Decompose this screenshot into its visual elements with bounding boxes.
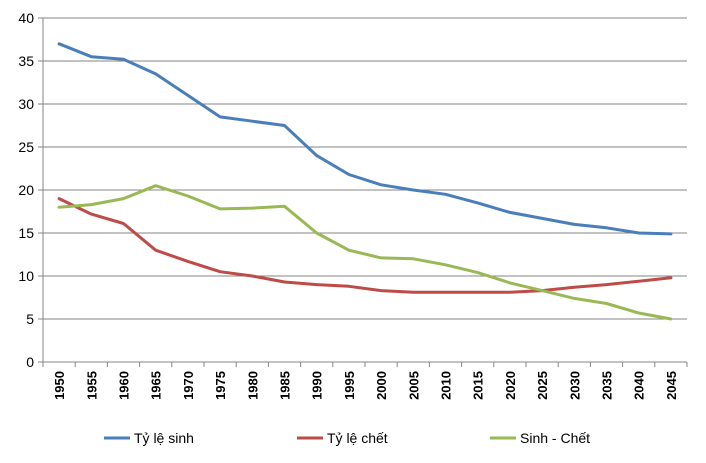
x-tick-label: 2030: [567, 371, 582, 400]
legend-item: Tỷ lệ chết: [297, 430, 388, 446]
gridlines: [43, 17, 687, 320]
legend-item: Tỷ lệ sinh: [104, 430, 194, 446]
y-tick-label: 20: [18, 182, 34, 198]
x-tick-label: 2025: [535, 371, 550, 400]
x-tick-label: 2005: [406, 371, 421, 400]
y-tick-label: 40: [18, 10, 34, 26]
y-tick-label: 35: [18, 53, 34, 69]
x-tick-label: 1955: [84, 371, 99, 400]
y-tick-label: 25: [18, 139, 34, 155]
x-tick-label: 1960: [117, 371, 132, 400]
series-line: [57, 184, 673, 321]
x-tick-label: 2045: [664, 371, 679, 400]
y-tick-label: 0: [26, 354, 34, 370]
y-tick-label: 10: [18, 268, 34, 284]
x-tick-label: 1995: [342, 371, 357, 400]
x-tick-label: 2035: [600, 371, 615, 400]
x-tick-label: 1990: [310, 371, 325, 400]
x-tick-label: 1985: [278, 371, 293, 400]
x-tick-label: 2000: [374, 371, 389, 400]
x-tick-labels: 1950 1955 1960 1965 1970 1975 1980 1985 1990 1995…: [52, 371, 679, 400]
x-tick-label: 1970: [181, 371, 196, 400]
x-tick-label: 2020: [503, 371, 518, 400]
legend-item: Sinh - Chết: [490, 430, 590, 446]
x-tick-label: 1975: [213, 371, 228, 400]
y-tick-label: 15: [18, 225, 34, 241]
y-tick-label: 30: [18, 96, 34, 112]
legend-label: Sinh - Chết: [520, 430, 590, 446]
x-tick-label: 1950: [52, 371, 67, 400]
y-tick-labels: 0 5 10 15 20 25 30 35 40: [18, 10, 34, 370]
x-tick-label: 2010: [439, 371, 454, 400]
y-tick-label: 5: [26, 311, 34, 327]
x-tick-label: 2040: [632, 371, 647, 400]
series-line: [57, 197, 673, 294]
axes: [38, 17, 688, 367]
x-tick-label: 2015: [471, 371, 486, 400]
x-tick-label: 1965: [149, 371, 164, 400]
legend-label: Tỷ lệ chết: [327, 430, 388, 446]
legend: Tỷ lệ sinh Tỷ lệ chết Sinh - Chết: [104, 430, 590, 446]
legend-label: Tỷ lệ sinh: [134, 430, 194, 446]
series-line: [57, 42, 673, 236]
x-tick-label: 1980: [245, 371, 260, 400]
series-lines: [57, 42, 673, 321]
